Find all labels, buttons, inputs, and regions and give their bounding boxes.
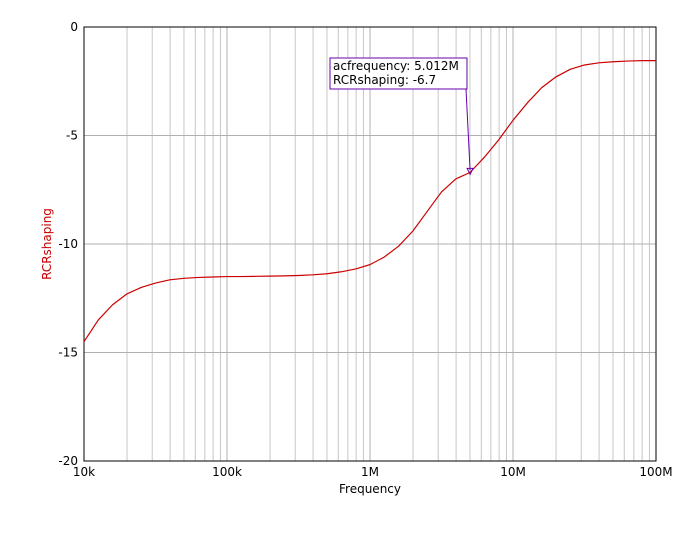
series-line bbox=[83, 60, 656, 342]
x-tick-label: 10M bbox=[500, 465, 526, 479]
plot-frame bbox=[83, 26, 657, 462]
series-layer bbox=[83, 60, 656, 342]
x-tick-labels: 10k 100k 1M 10M 100M bbox=[73, 465, 673, 479]
y-axis-label: RCRshaping bbox=[40, 208, 54, 280]
y-tick-label: 0 bbox=[70, 20, 78, 34]
x-tick-label: 100k bbox=[212, 465, 242, 479]
y-tick-label: -10 bbox=[58, 237, 78, 251]
annotation-leader bbox=[465, 88, 471, 171]
annotation-text: acfrequency: 5.012M bbox=[333, 59, 459, 73]
annotation-marker bbox=[466, 167, 474, 176]
annotation-box bbox=[329, 57, 468, 90]
x-tick-label: 1M bbox=[361, 465, 379, 479]
x-axis-label: Frequency bbox=[339, 482, 401, 496]
annotation-text: RCRshaping: -6.7 bbox=[333, 73, 436, 87]
y-tick-label: -5 bbox=[66, 129, 78, 143]
y-tick-label: -20 bbox=[58, 454, 78, 468]
x-tick-label: 10k bbox=[73, 465, 95, 479]
y-tick-labels: 0 -5 -10 -15 -20 bbox=[58, 20, 78, 468]
y-tick-label: -15 bbox=[58, 346, 78, 360]
x-tick-label: 100M bbox=[639, 465, 672, 479]
